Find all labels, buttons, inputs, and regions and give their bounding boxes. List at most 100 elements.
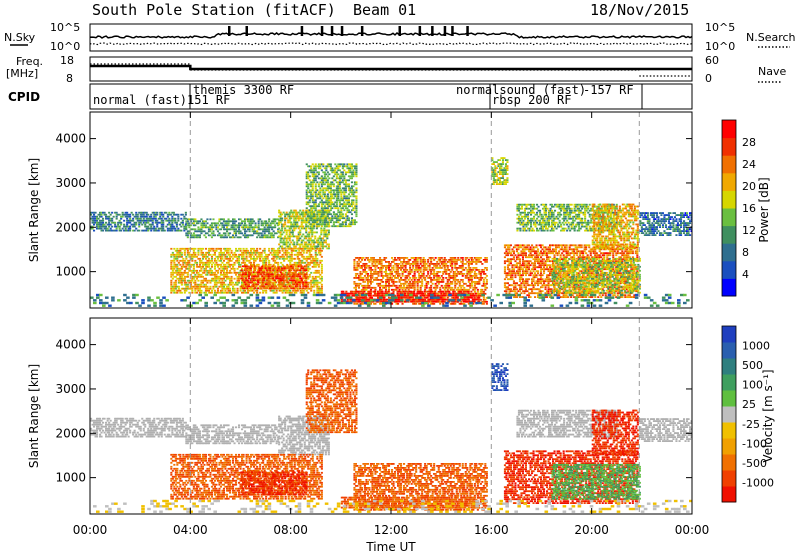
echo-cell [242,224,245,227]
echo-cell [209,247,212,250]
echo-cell [240,285,243,288]
echo-cell [305,237,308,240]
echo-cell [369,282,372,285]
echo-cell [430,273,433,275]
echo-cell [219,228,222,231]
echo-cell [352,169,355,172]
echo-cell [184,223,187,226]
echo-cell [397,273,400,275]
echo-cell [265,228,268,231]
echo-cell [475,282,478,285]
echo-cell [291,281,294,284]
echo-cell [467,302,470,305]
echo-cell [380,269,383,271]
echo-cell [183,291,186,294]
echo-cell [201,279,204,282]
echo-cell [216,277,219,280]
echo-cell [293,263,296,266]
echo-cell [288,245,291,248]
echo-cell [307,217,310,220]
echo-cell [248,253,251,256]
echo-cell [379,263,382,265]
echo-cell [269,287,272,290]
echo-cell [222,267,225,270]
echo-cell [298,247,301,250]
echo-cell [244,257,247,260]
echo-cell [209,269,212,272]
echo-cell [175,221,178,224]
echo-cell [422,275,425,277]
echo-cell [321,245,324,248]
echo-cell [316,211,319,214]
echo-cell [443,269,446,271]
echo-cell [278,231,281,234]
echo-cell [337,209,340,212]
echo-cell [213,234,216,237]
echo-cell [328,199,331,202]
echo-cell [425,282,428,285]
echo-cell [194,230,197,233]
echo-cell [476,259,479,261]
echo-cell [206,269,209,272]
echo-cell [416,261,419,263]
echo-cell [170,261,173,264]
echo-cell [328,225,331,228]
cpid-seg-normalsound: normalsound (fast) [456,83,586,97]
echo-cell [445,271,448,273]
echo-cell [445,263,448,265]
echo-cell [294,225,297,228]
echo-cell [445,284,448,287]
echo-cell [160,225,163,228]
echo-cell [315,225,318,228]
echo-cell [344,187,347,190]
echo-cell [329,213,332,216]
echo-cell [197,249,200,252]
echo-cell [347,163,350,166]
echo-cell [428,257,431,259]
echo-cell [236,287,239,290]
echo-cell [273,279,276,282]
echo-cell [135,211,138,214]
echo-cell [395,263,398,265]
echo-cell [185,287,188,290]
noise-spike [443,26,447,36]
echo-cell [385,279,388,281]
echo-cell [213,263,216,266]
echo-cell [305,245,308,248]
echo-cell [300,225,303,228]
echo-cell [260,267,263,270]
echo-cell [209,285,212,288]
echo-cell [291,229,294,232]
echo-cell [461,288,464,291]
echo-cell [352,203,355,206]
echo-cell [203,291,206,294]
echo-cell [409,284,412,287]
echo-cell [204,289,207,292]
echo-cell [236,281,239,284]
echo-cell [354,284,357,287]
echo-cell [344,185,347,188]
echo-cell [372,273,375,275]
echo-cell [311,199,314,202]
echo-cell [253,251,256,254]
echo-cell [263,232,266,235]
echo-cell [239,218,242,221]
echo-cell [369,281,372,283]
echo-cell [183,217,186,220]
echo-cell [133,221,136,224]
echo-cell [177,289,180,292]
echo-cell [296,243,299,246]
echo-cell [151,223,154,226]
echo-cell [335,197,338,200]
echo-cell [243,287,246,290]
echo-cell [206,287,209,290]
echo-cell [281,263,284,266]
echo-cell [385,286,388,289]
echo-cell [215,273,218,276]
echo-cell [406,257,409,259]
echo-cell [279,275,282,278]
echo-cell [197,251,200,254]
echo-cell [206,279,209,282]
echo-cell [311,285,314,288]
echo-cell [197,230,200,233]
